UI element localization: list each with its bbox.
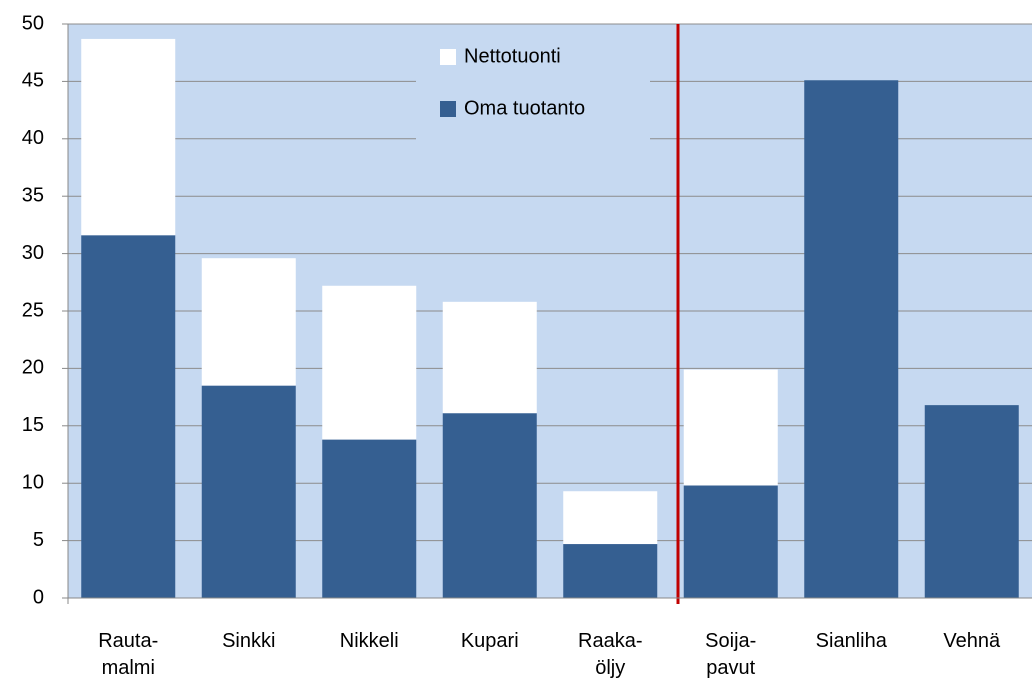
- bar: [683, 369, 778, 486]
- y-tick-label: 40: [22, 127, 44, 149]
- bar: [924, 405, 1019, 598]
- x-tick-label: Kupari: [460, 630, 519, 652]
- y-tick-label: 50: [22, 12, 44, 34]
- x-tick-label: Nikkeli: [339, 630, 399, 652]
- bar: [442, 301, 537, 414]
- x-tick-label: Sinkki: [222, 630, 276, 652]
- y-tick-label: 30: [22, 242, 44, 264]
- legend-swatch: [440, 101, 456, 117]
- x-tick-label: Rauta- malmi: [98, 630, 159, 679]
- bar: [442, 413, 537, 598]
- y-tick-label: 5: [33, 529, 44, 551]
- legend-label: Oma tuotanto: [464, 97, 585, 119]
- y-tick-label: 35: [22, 184, 44, 206]
- bar: [683, 485, 778, 598]
- y-tick-label: 25: [22, 299, 44, 321]
- y-tick-label: 20: [22, 357, 44, 379]
- x-tick-label: Soija- pavut: [705, 630, 757, 679]
- x-tick-label: Raaka- öljy: [578, 630, 643, 679]
- y-tick-label: 10: [22, 471, 44, 493]
- legend-label: Nettotuonti: [464, 45, 561, 67]
- x-tick-label: Sianliha: [815, 630, 887, 652]
- bar: [201, 385, 296, 598]
- x-tick-label: Vehnä: [943, 630, 1001, 652]
- y-tick-label: 15: [22, 414, 44, 436]
- bar: [201, 258, 296, 386]
- bar: [804, 80, 899, 598]
- bar: [563, 491, 658, 545]
- bar: [322, 439, 417, 598]
- bar: [81, 235, 176, 598]
- legend-swatch: [440, 49, 456, 65]
- bar: [563, 544, 658, 598]
- y-tick-label: 45: [22, 70, 44, 92]
- y-tick-label: 0: [33, 586, 44, 608]
- bar: [322, 285, 417, 440]
- bar: [81, 38, 176, 236]
